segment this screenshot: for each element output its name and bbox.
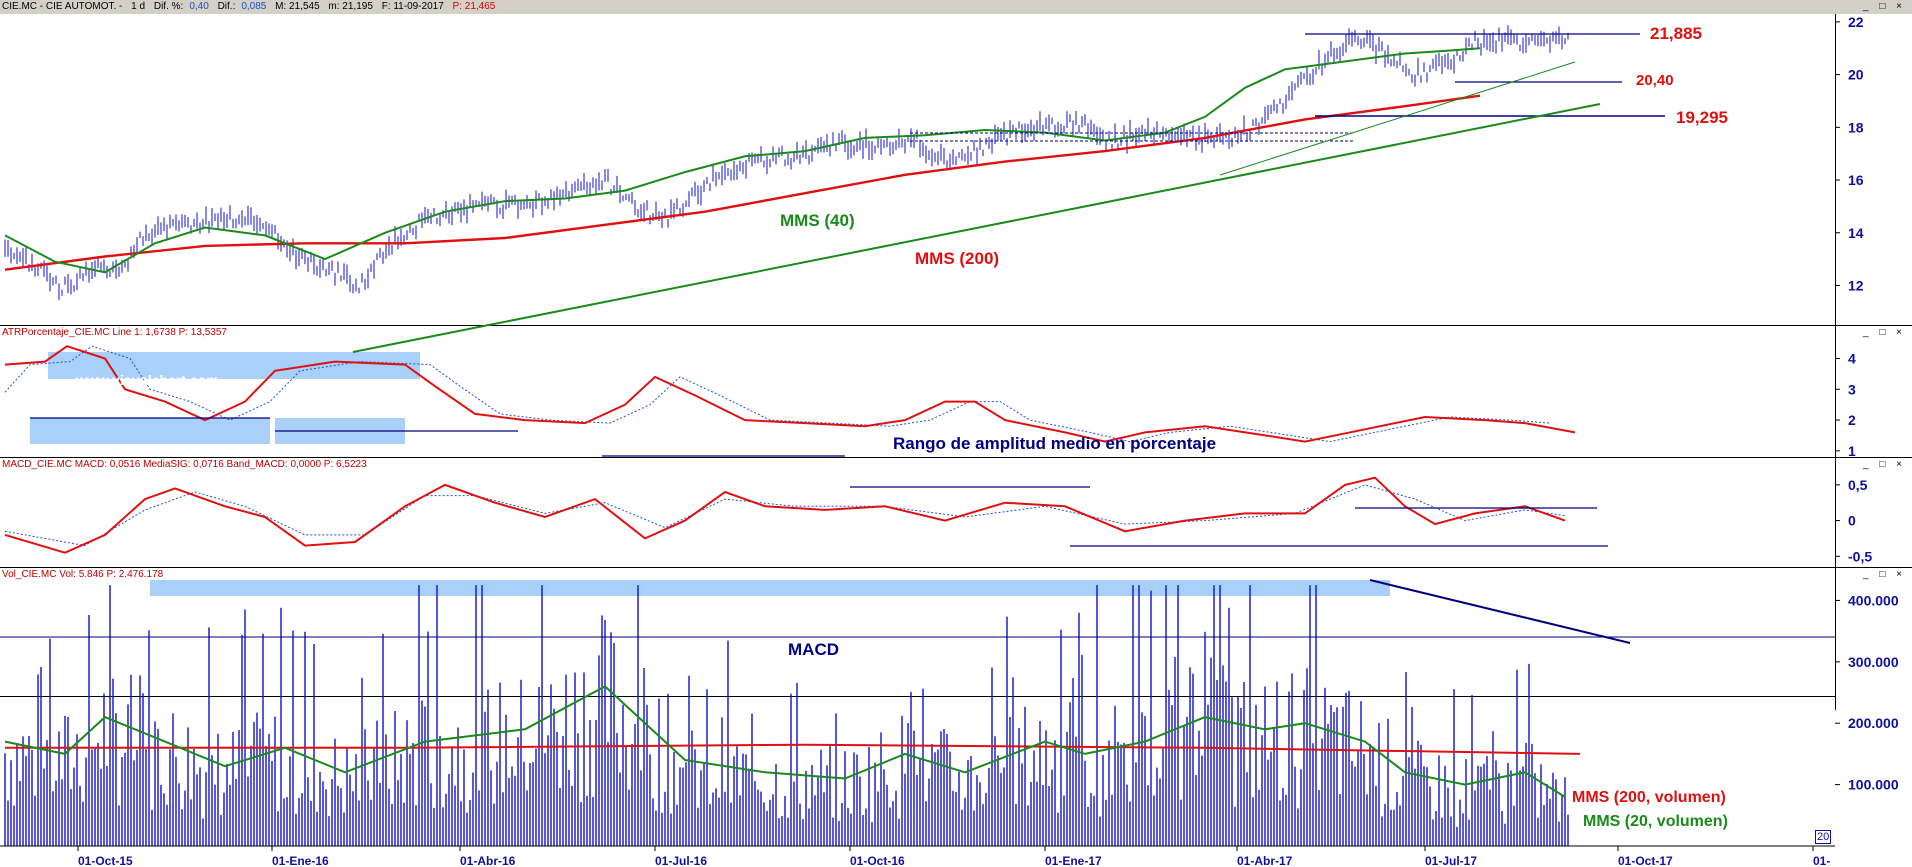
dif-pct-value: 0,40 — [189, 1, 209, 12]
y-tick-label: 0,5 — [1848, 477, 1868, 493]
atr-drawn-lines — [30, 417, 1608, 547]
y-tick-label: 1 — [1848, 443, 1856, 459]
period-label: 1 d — [131, 1, 146, 12]
volume-mms20-line — [4, 685, 1566, 798]
annotation-mms200-volume: MMS (200, volumen) — [1572, 789, 1726, 806]
atr-header: ATRPorcentaje_CIE.MC Line 1: 1,6738 P: 1… — [2, 327, 227, 338]
price-header: CIE.MC - CIE AUTOMOT. - 1 d Dif. %: 0,40 … — [0, 0, 1912, 14]
price-window-controls[interactable]: _ □ × — [1863, 1, 1906, 12]
price-drawn-lines — [352, 33, 1665, 353]
annotation-support-2040: 20,40 — [1636, 72, 1674, 89]
y-tick-label: 100.000 — [1848, 777, 1899, 793]
x-tick-label: 01-Ene-16 — [272, 854, 329, 867]
y-tick-label: 16 — [1848, 172, 1864, 188]
y-tick-label: -0,5 — [1848, 548, 1872, 564]
dif-pct-label: Dif. %: — [153, 1, 184, 12]
y-tick-label: 3 — [1848, 381, 1856, 397]
y-tick-label: 18 — [1848, 119, 1864, 135]
x-tick-label: 01-Jul-16 — [655, 854, 707, 867]
y-tick-label: 14 — [1848, 225, 1864, 241]
mms200-line — [4, 94, 1481, 271]
annotation-volume-20: 20 — [1815, 830, 1832, 844]
y-tick-label: 400.000 — [1848, 592, 1899, 608]
annotation-mms20-volume: MMS (20, volumen) — [1583, 813, 1728, 830]
x-tick-label: 01-Oct-16 — [850, 854, 905, 867]
x-tick-label: 01-Abr-16 — [460, 854, 516, 867]
macd-drawn-lines — [0, 579, 1835, 644]
annotation-atr-title: Rango de amplitud medio en porcentaje — [893, 434, 1217, 453]
dif-label: Dif.: — [217, 1, 236, 12]
y-tick-label: 200.000 — [1848, 715, 1899, 731]
annotation-support-19295: 19,295 — [1676, 108, 1728, 127]
volume-plot — [4, 585, 1581, 846]
max-value: M: 21,545 — [275, 1, 320, 12]
axes: 12141618202212340,50-0,5400.000300.00020… — [77, 14, 1899, 867]
x-tick-label: 01-Oct-17 — [1618, 854, 1673, 867]
annotation-mms40: MMS (40) — [780, 211, 855, 230]
y-tick-label: 0 — [1848, 513, 1856, 529]
x-tick-label: 01-Abr-17 — [1237, 854, 1293, 867]
atr-signal-line — [4, 345, 1551, 443]
dif-value: 0,085 — [241, 1, 267, 12]
macd-window-controls[interactable]: _ □ × — [1863, 459, 1906, 470]
mms40-line — [4, 47, 1481, 274]
y-tick-label: 12 — [1848, 277, 1864, 293]
macd-signal-line — [4, 484, 1566, 547]
atr-line — [4, 345, 1576, 443]
y-tick-label: 4 — [1848, 350, 1856, 366]
atr-window-controls[interactable]: _ □ × — [1863, 327, 1906, 338]
volume-header: Vol_CIE.MC Vol: 5.846 P: 2.476.178 — [2, 569, 164, 580]
volume-window-controls[interactable]: _ □ × — [1863, 569, 1906, 580]
x-tick-label: 01-Oct-15 — [78, 854, 133, 867]
annotation-macd: MACD — [788, 640, 839, 659]
price-panel: CIE.MC - CIE AUTOMOT. - 1 d Dif. %: 0,40 … — [0, 0, 1912, 325]
price-value: P: 21,465 — [452, 1, 496, 12]
macd-plot — [4, 476, 1566, 554]
x-tick-label: 01-Jul-17 — [1425, 854, 1477, 867]
atr-plot — [4, 345, 1576, 443]
volume-mms200-line — [5, 743, 1581, 755]
symbol-label: CIE.MC - CIE AUTOMOT. - — [2, 1, 123, 12]
annotation-resistance-21885: 21,885 — [1650, 24, 1702, 43]
annotation-mms200: MMS (200) — [915, 249, 1000, 268]
y-tick-label: 300.000 — [1848, 654, 1899, 670]
price-plot — [4, 25, 1569, 300]
atr-highlight-zone-1 — [30, 418, 270, 444]
macd-highlight-zone — [150, 580, 1390, 596]
x-tick-label: 01-Ene-17 — [1045, 854, 1102, 867]
y-tick-label: 22 — [1848, 14, 1864, 30]
x-tick-label: 01- — [1813, 854, 1830, 867]
macd-header: MACD_CIE.MC MACD: 0,0516 MediaSIG: 0,071… — [2, 459, 367, 470]
date-value: F: 11-09-2017 — [381, 1, 444, 12]
y-tick-label: 2 — [1848, 412, 1856, 428]
y-tick-label: 20 — [1848, 67, 1864, 83]
min-value: m: 21,195 — [328, 1, 373, 12]
watermark: www.visualchart.com — [76, 372, 219, 388]
macd-line — [4, 476, 1566, 554]
